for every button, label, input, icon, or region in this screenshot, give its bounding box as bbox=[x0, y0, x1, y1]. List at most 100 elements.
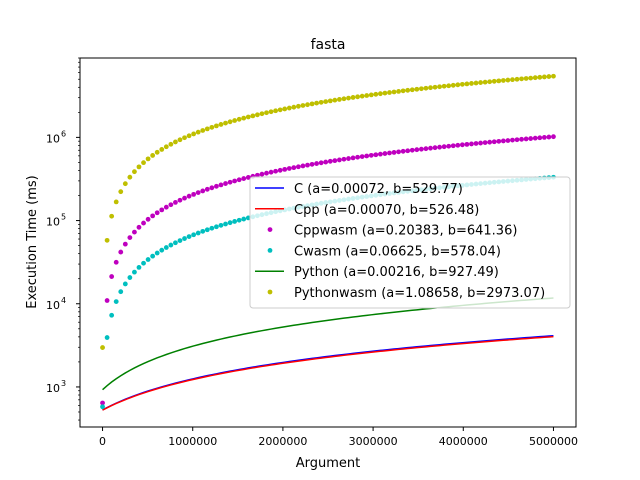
series-point bbox=[446, 143, 452, 149]
series-point bbox=[182, 195, 187, 201]
series-point bbox=[396, 149, 401, 155]
series-point bbox=[387, 90, 392, 95]
series-point bbox=[291, 104, 297, 110]
series-point bbox=[359, 93, 365, 99]
series-point bbox=[391, 150, 397, 155]
series-point bbox=[532, 135, 538, 141]
series-point bbox=[500, 78, 506, 83]
series-point bbox=[227, 179, 233, 185]
series-point bbox=[373, 91, 379, 97]
series-point bbox=[232, 178, 238, 184]
x-axis: 0 1000000 2000000 3000000 4000000 5000000 bbox=[99, 427, 578, 448]
series-point bbox=[259, 171, 265, 177]
series-point bbox=[113, 259, 119, 265]
series-point bbox=[200, 228, 206, 234]
series-point bbox=[341, 156, 347, 162]
series-point bbox=[209, 225, 215, 231]
legend-marker-swatch bbox=[267, 289, 273, 295]
series-point bbox=[346, 95, 351, 101]
series-point bbox=[291, 165, 297, 171]
series-point bbox=[523, 136, 529, 142]
series-point bbox=[541, 74, 547, 80]
series-point bbox=[204, 186, 210, 192]
y-tick-exponent: 5 bbox=[61, 213, 66, 222]
series-point bbox=[364, 93, 370, 98]
series-point bbox=[109, 213, 115, 219]
series-point bbox=[173, 200, 178, 205]
series-point bbox=[177, 197, 183, 203]
series-point bbox=[532, 75, 538, 81]
series-point bbox=[464, 141, 470, 147]
series-point bbox=[368, 92, 374, 98]
series-point bbox=[487, 79, 493, 85]
series-point bbox=[236, 217, 242, 223]
series-point bbox=[214, 224, 219, 230]
series-point bbox=[323, 99, 329, 104]
series-point bbox=[136, 224, 142, 230]
series-point bbox=[118, 289, 124, 295]
y-tick-exponent: 3 bbox=[61, 379, 66, 388]
series-point bbox=[437, 84, 442, 90]
series-point bbox=[391, 89, 397, 95]
series-point bbox=[482, 79, 488, 85]
series-point bbox=[255, 112, 260, 118]
series-point bbox=[223, 181, 228, 186]
series-point bbox=[487, 139, 493, 145]
series-point bbox=[200, 188, 206, 194]
series-point bbox=[132, 229, 137, 235]
legend-label: Python (a=0.00216, b=927.49) bbox=[294, 265, 499, 280]
x-axis-label: Argument bbox=[296, 456, 361, 471]
series-point bbox=[382, 90, 388, 96]
series-point bbox=[528, 136, 534, 141]
legend-label: Cppwasm (a=0.20383, b=641.36) bbox=[294, 224, 517, 239]
series-point bbox=[336, 97, 342, 102]
series-point bbox=[418, 86, 424, 92]
series-point bbox=[505, 77, 511, 83]
series-line bbox=[102, 335, 554, 411]
series-point bbox=[218, 222, 224, 228]
y-axis-label: Execution Time (ms) bbox=[25, 175, 40, 308]
series-point bbox=[223, 120, 228, 126]
series-point bbox=[318, 160, 324, 166]
series-point bbox=[168, 141, 174, 147]
series-point bbox=[519, 76, 524, 82]
series-point bbox=[154, 210, 160, 216]
series-point bbox=[255, 172, 260, 178]
series-point bbox=[377, 91, 383, 97]
series-point bbox=[195, 230, 201, 236]
series-point bbox=[104, 298, 110, 303]
series-point bbox=[459, 142, 465, 148]
series-point bbox=[127, 275, 133, 280]
series-point bbox=[186, 234, 192, 240]
series-point bbox=[241, 176, 247, 181]
series-point bbox=[496, 138, 502, 144]
series-point bbox=[314, 161, 320, 166]
series-point bbox=[182, 135, 187, 141]
series-point bbox=[136, 265, 142, 270]
y-tick-label: 10 bbox=[46, 382, 60, 395]
series-point bbox=[264, 110, 269, 116]
series-point bbox=[141, 160, 146, 166]
series-point bbox=[437, 144, 442, 150]
series-point bbox=[396, 89, 401, 94]
series-point bbox=[227, 220, 233, 226]
series-point bbox=[241, 115, 247, 121]
series-point bbox=[327, 158, 333, 164]
series-point bbox=[505, 138, 511, 143]
series-point bbox=[104, 237, 110, 243]
series-point bbox=[268, 109, 274, 115]
series-point bbox=[514, 137, 520, 143]
series-point bbox=[309, 161, 315, 167]
series-point bbox=[200, 128, 206, 133]
series-point bbox=[541, 135, 547, 140]
series-point bbox=[350, 155, 356, 161]
series-point bbox=[163, 204, 169, 210]
series-point bbox=[109, 274, 115, 279]
series-point bbox=[132, 169, 137, 175]
y-tick-label: 10 bbox=[46, 216, 60, 229]
series-point bbox=[145, 257, 151, 262]
series-point bbox=[273, 108, 279, 114]
series-point bbox=[122, 181, 128, 187]
series-point bbox=[546, 134, 552, 140]
